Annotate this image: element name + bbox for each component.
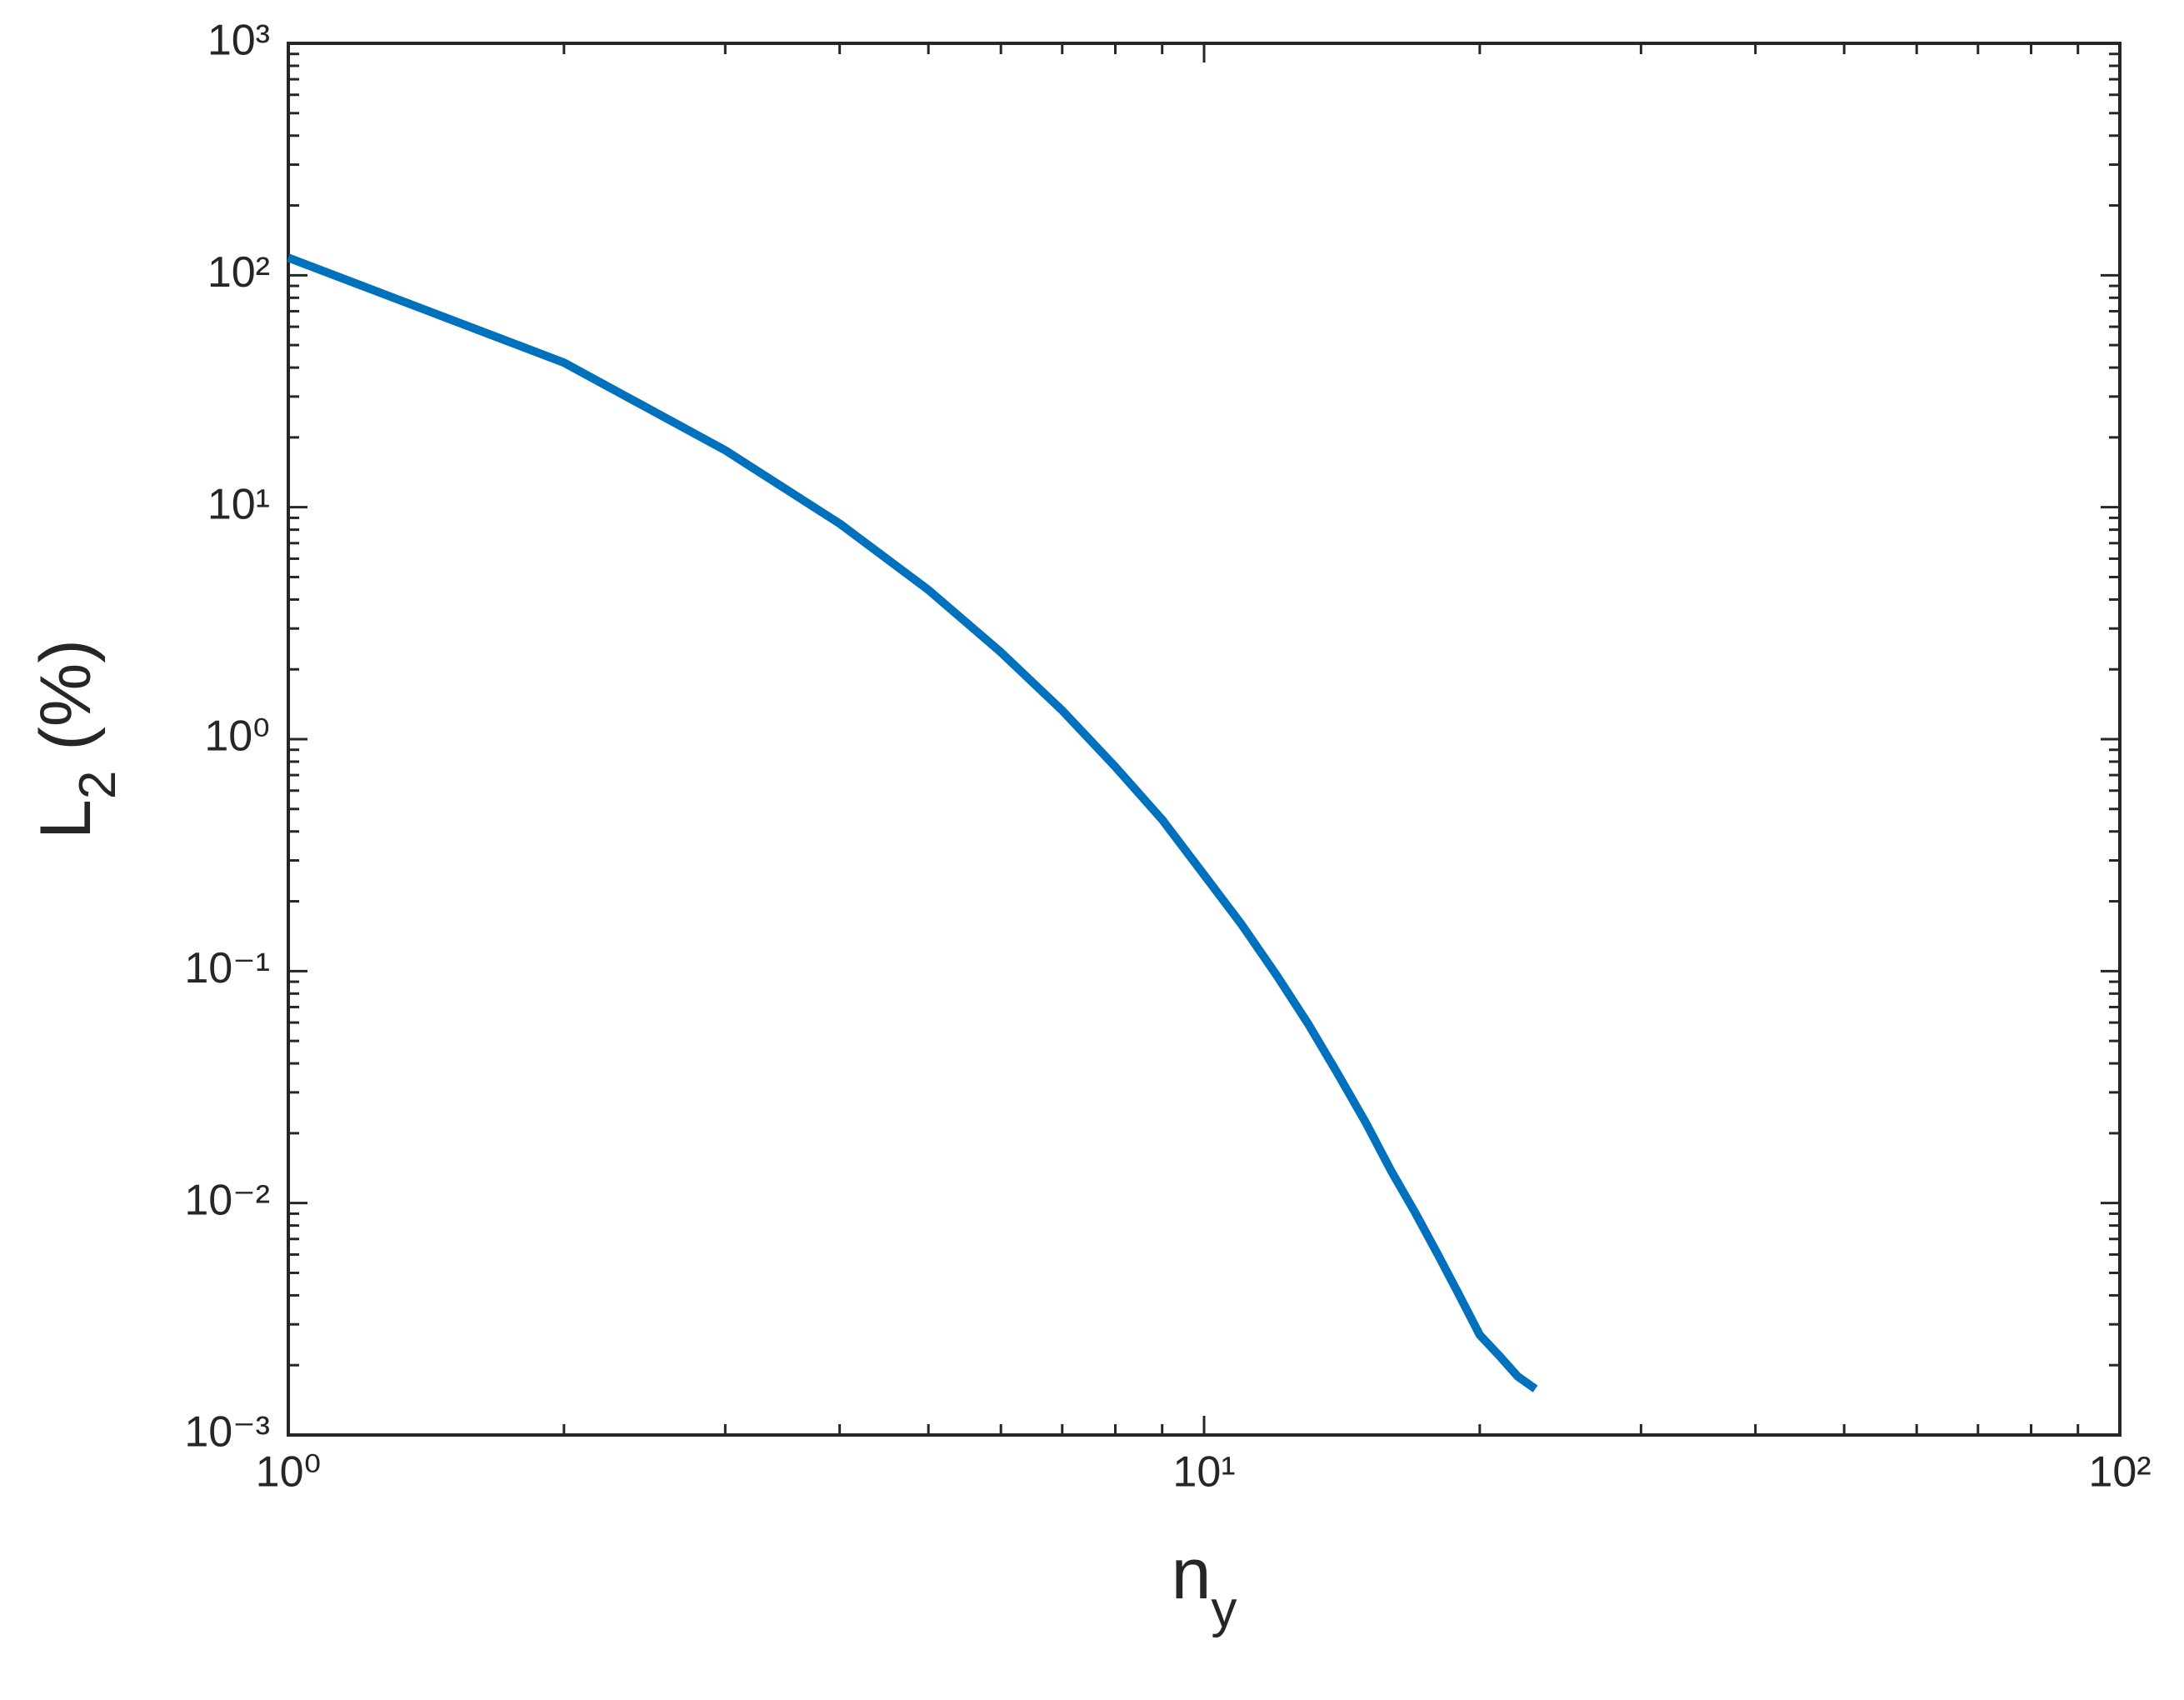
x-axis-label-sub: y <box>1211 1581 1237 1638</box>
y-tick-label: 10¹ <box>207 480 270 528</box>
plot-frame <box>287 42 2122 1437</box>
x-tick-label: 10² <box>2088 1448 2151 1497</box>
y-axis-label-base: L <box>26 799 106 839</box>
x-axis-label: ny <box>1172 1534 1237 1638</box>
data-line <box>287 253 1538 1392</box>
y-axis-label-sub: 2 <box>69 771 127 799</box>
x-axis-label-base: n <box>1172 1534 1212 1614</box>
x-tick-label: 10⁰ <box>256 1448 322 1497</box>
y-tick-label: 10⁻³ <box>184 1408 270 1457</box>
y-tick-label: 10⁻² <box>184 1176 270 1224</box>
y-axis-label-rest: (%) <box>26 639 106 771</box>
y-tick-label: 10² <box>207 248 270 297</box>
y-tick-label: 10³ <box>207 17 270 65</box>
x-tick-label: 10¹ <box>1172 1448 1235 1497</box>
y-tick-label: 10⁰ <box>204 712 270 761</box>
y-axis-label: L2 (%) <box>26 639 127 839</box>
y-tick-label: 10⁻¹ <box>184 944 270 992</box>
